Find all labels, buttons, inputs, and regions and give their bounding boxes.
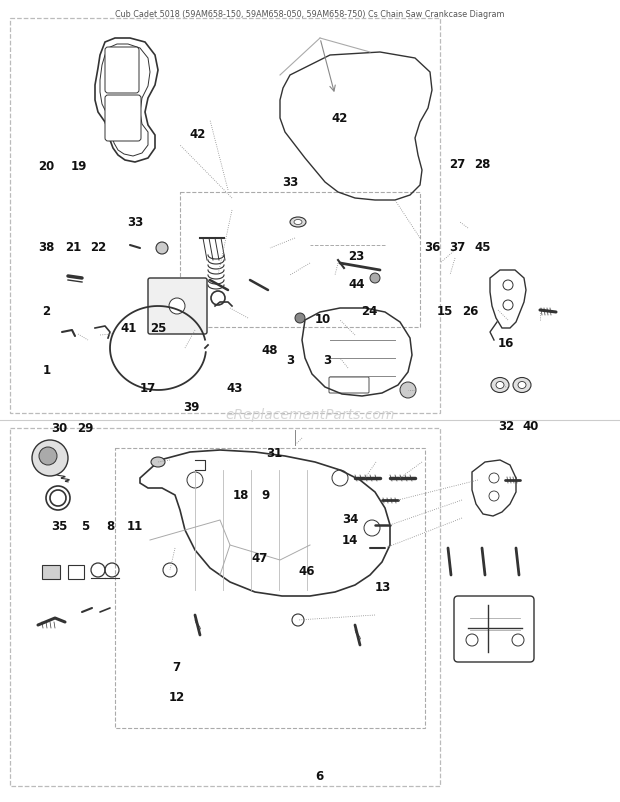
Text: 44: 44 — [348, 278, 365, 291]
Text: 36: 36 — [425, 241, 441, 253]
Text: 32: 32 — [498, 420, 514, 433]
Text: 20: 20 — [38, 160, 55, 173]
Text: 24: 24 — [361, 305, 377, 318]
Text: 28: 28 — [474, 158, 490, 171]
Ellipse shape — [513, 378, 531, 392]
FancyBboxPatch shape — [148, 278, 207, 334]
Text: 31: 31 — [266, 447, 282, 460]
Text: 46: 46 — [299, 565, 315, 577]
Text: 7: 7 — [172, 661, 181, 674]
Circle shape — [370, 273, 380, 283]
Text: Cub Cadet 5018 (59AM658-150, 59AM658-050, 59AM658-750) Cs Chain Saw Crankcase Di: Cub Cadet 5018 (59AM658-150, 59AM658-050… — [115, 10, 505, 19]
Text: 29: 29 — [78, 422, 94, 435]
Text: 35: 35 — [51, 520, 67, 533]
Text: 40: 40 — [523, 420, 539, 433]
Text: 37: 37 — [450, 241, 466, 253]
Text: 5: 5 — [81, 520, 90, 533]
Circle shape — [32, 440, 68, 476]
Text: 45: 45 — [474, 241, 490, 253]
Text: 2: 2 — [42, 305, 51, 318]
Bar — [180, 192, 420, 327]
Text: 18: 18 — [232, 489, 249, 502]
Text: 23: 23 — [348, 250, 365, 263]
Circle shape — [169, 298, 185, 314]
Ellipse shape — [496, 382, 504, 388]
Text: 47: 47 — [251, 552, 267, 565]
Circle shape — [39, 447, 57, 465]
Ellipse shape — [294, 220, 302, 225]
Text: 21: 21 — [65, 241, 81, 253]
FancyBboxPatch shape — [105, 47, 139, 93]
Text: 42: 42 — [332, 112, 348, 125]
Text: 42: 42 — [189, 128, 205, 141]
Circle shape — [400, 382, 416, 398]
Text: 17: 17 — [140, 382, 156, 395]
Text: 27: 27 — [450, 158, 466, 171]
Ellipse shape — [491, 378, 509, 392]
Bar — [10, 428, 440, 786]
Bar — [115, 448, 425, 728]
Circle shape — [156, 242, 168, 254]
Text: 39: 39 — [183, 401, 199, 414]
Text: 22: 22 — [90, 241, 106, 253]
Text: 1: 1 — [42, 364, 51, 377]
Text: 19: 19 — [71, 160, 87, 173]
Text: 26: 26 — [462, 305, 478, 318]
Text: 9: 9 — [261, 489, 270, 502]
Text: 11: 11 — [127, 520, 143, 533]
Ellipse shape — [518, 382, 526, 388]
Text: 3: 3 — [286, 354, 294, 367]
Text: 3: 3 — [323, 354, 332, 367]
FancyBboxPatch shape — [105, 95, 141, 141]
Text: 16: 16 — [498, 337, 514, 350]
Text: 41: 41 — [121, 322, 137, 335]
Text: 13: 13 — [375, 581, 391, 593]
Text: 30: 30 — [51, 422, 67, 435]
FancyBboxPatch shape — [42, 565, 60, 579]
Bar — [10, 18, 440, 413]
Text: 15: 15 — [437, 305, 453, 318]
Text: 34: 34 — [342, 513, 358, 526]
Text: 8: 8 — [106, 520, 115, 533]
Ellipse shape — [290, 217, 306, 227]
Text: 25: 25 — [150, 322, 166, 335]
Text: 6: 6 — [315, 770, 324, 783]
Text: eReplacementParts.com: eReplacementParts.com — [225, 408, 395, 422]
Text: 14: 14 — [342, 534, 358, 547]
Circle shape — [295, 313, 305, 323]
Text: 48: 48 — [262, 344, 278, 357]
Text: 10: 10 — [314, 313, 330, 326]
Text: 43: 43 — [226, 383, 242, 395]
Text: 38: 38 — [38, 241, 55, 253]
Text: 33: 33 — [282, 176, 298, 189]
Ellipse shape — [151, 457, 165, 467]
Text: 33: 33 — [127, 217, 143, 229]
Text: 12: 12 — [169, 691, 185, 704]
